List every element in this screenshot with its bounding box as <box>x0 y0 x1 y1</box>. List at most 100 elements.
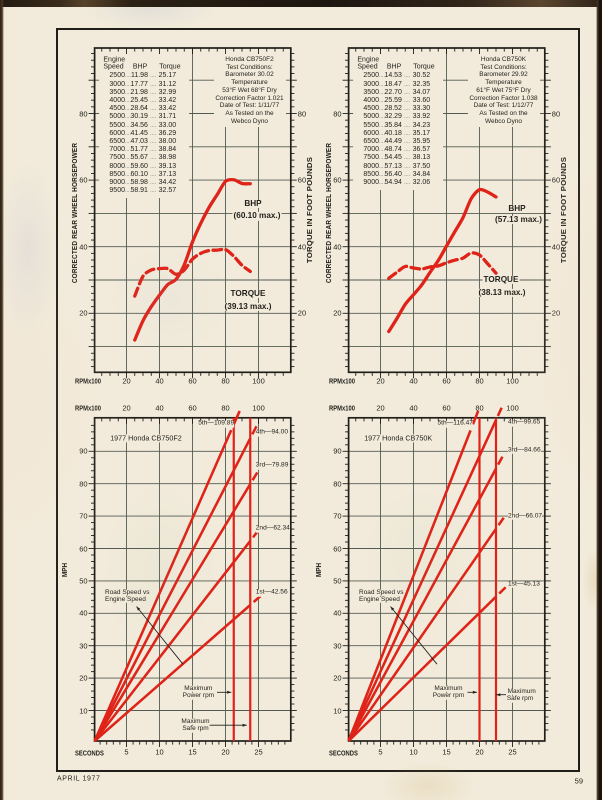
table-cell: .... <box>404 99 411 105</box>
annotation-arrow-head <box>472 690 477 694</box>
chart-title: 1977 Honda CB750F2 <box>109 433 183 443</box>
table-row: 5000....32.29.... 33.92 <box>357 113 430 121</box>
table-cell: .... <box>378 131 386 137</box>
table-cell: 33.42 <box>158 105 177 113</box>
table-cell: 3500 <box>363 88 379 96</box>
y-tick-label: 80 <box>551 108 561 118</box>
table-cell: .... <box>124 131 132 137</box>
gear-line-4th <box>347 419 498 742</box>
table-cell: 36.29 <box>158 129 177 137</box>
y-tick-label: 20 <box>551 308 561 318</box>
test-conditions-line: Webco Dyno <box>230 117 269 125</box>
table-cell: .... <box>378 74 386 80</box>
gear-line-2nd <box>347 528 498 742</box>
table-cell: 8000 <box>363 162 379 170</box>
bhp-curve-label: BHP <box>507 203 527 214</box>
table-cell: .... <box>378 181 386 187</box>
table-cell: 3500 <box>109 88 125 96</box>
table-row: 4000....25.59.... 33.60 <box>357 97 430 105</box>
table-row: 8000....59.60.... 39.13 <box>103 163 176 171</box>
table-cell: .... <box>124 82 132 88</box>
table-cell: 2500 <box>109 72 125 80</box>
table-cell: .... <box>378 115 386 121</box>
table-cell: .... <box>124 140 132 146</box>
table-cell: 33.60 <box>412 97 431 105</box>
table-cell: .... <box>378 90 386 96</box>
annotation-arrow-line <box>136 606 184 665</box>
y-tick-label: 60 <box>79 543 88 553</box>
table-header-engine: Engine <box>103 56 126 63</box>
table-cell: 34.56 <box>130 121 148 129</box>
top-x-tick-label: 20 <box>376 402 385 412</box>
table-cell: 34.42 <box>158 179 177 187</box>
test-conditions-line: Date of Test: 1/11/77 <box>219 102 280 110</box>
bhp-curve-max-label: (57.13 max.) <box>494 214 543 224</box>
gear-line-5th-dash <box>232 410 241 425</box>
table-row: 3000....18.47.... 32.35 <box>357 81 430 89</box>
table-cell: .... <box>378 107 386 113</box>
y-tick-label: 40 <box>79 608 88 618</box>
y-tick-label: 90 <box>79 446 88 456</box>
test-conditions-line: Honda CB750F2 <box>225 55 274 63</box>
table-cell: 4000 <box>363 97 379 105</box>
x-tick-label: 40 <box>155 375 164 385</box>
table-row: 3000....17.77.... 31.12 <box>103 81 176 89</box>
annotation-arrow-line <box>390 606 438 665</box>
x-tick-label: 100 <box>506 375 519 385</box>
table-cell: .... <box>124 107 132 113</box>
y-tick-label: 10 <box>79 705 88 715</box>
y-tick-label: 80 <box>333 478 342 488</box>
table-cell: 38.84 <box>158 146 177 154</box>
top-x-tick-label: 40 <box>409 402 418 412</box>
table-row: 2500....11.98.... 25.17 <box>103 72 176 80</box>
table-cell: 35.17 <box>412 129 431 137</box>
y-tick-label: 30 <box>333 640 342 650</box>
table-row: 5500....34.56.... 33.00 <box>103 122 176 130</box>
table-cell: 25.17 <box>158 72 177 80</box>
table-row: 6000....41.45.... 36.29 <box>103 130 176 138</box>
table-cell: 7000 <box>109 146 125 154</box>
x-tick-label: 15 <box>188 747 197 757</box>
gear-line-4th-dash <box>251 425 258 435</box>
top-x-tick-label: 80 <box>475 402 484 412</box>
table-header-torque: Torque <box>159 63 181 71</box>
table-cell: 5000 <box>363 113 379 121</box>
table-cell: 30.52 <box>412 72 431 80</box>
torque-curve-label: TORQUE <box>229 288 267 298</box>
max-power-label-line1: Maximum <box>183 684 214 692</box>
top-x-tick-label: 20 <box>122 402 131 412</box>
table-cell: .... <box>124 148 132 154</box>
table-row: 6000....40.18.... 35.17 <box>357 130 430 138</box>
paper-patch <box>468 50 540 127</box>
table-cell: 32.35 <box>412 80 431 88</box>
x-tick-label: 60 <box>188 375 197 385</box>
footer-date: APRIL 1977 <box>57 775 101 783</box>
y-tick-label: 20 <box>79 673 88 683</box>
table-row: 8000....57.13.... 37.50 <box>357 163 430 171</box>
table-cell: 28.52 <box>384 105 402 113</box>
top-x-tick-label: 60 <box>188 402 197 412</box>
table-cell: 54.94 <box>384 179 402 187</box>
y-tick-label: 60 <box>333 175 342 185</box>
x-tick-label: 100 <box>252 375 265 385</box>
test-conditions-line: 53°F Wet 68°F Dry <box>222 86 277 94</box>
bhp-curve-label: BHP <box>243 198 263 208</box>
table-cell: .... <box>124 164 132 170</box>
annotation-arrow-head <box>136 606 141 611</box>
table-cell: 6000 <box>109 129 125 137</box>
bhp-curve <box>387 187 498 334</box>
table-cell: 5500 <box>109 121 125 129</box>
table-cell: 4000 <box>109 97 125 105</box>
table-cell: 17.77 <box>130 80 148 88</box>
table-header-bhp: BHP <box>132 63 148 71</box>
test-conditions-line: Test Conditions: <box>226 63 273 71</box>
table-cell: 33.30 <box>412 105 431 113</box>
table-row: 7500....55.67.... 38.98 <box>103 154 176 162</box>
table-cell: 14.53 <box>384 72 402 80</box>
table-cell: .... <box>124 156 132 162</box>
x-tick-label: 80 <box>221 375 230 385</box>
y-tick-label: 60 <box>333 543 342 553</box>
table-cell: 31.71 <box>158 113 177 121</box>
